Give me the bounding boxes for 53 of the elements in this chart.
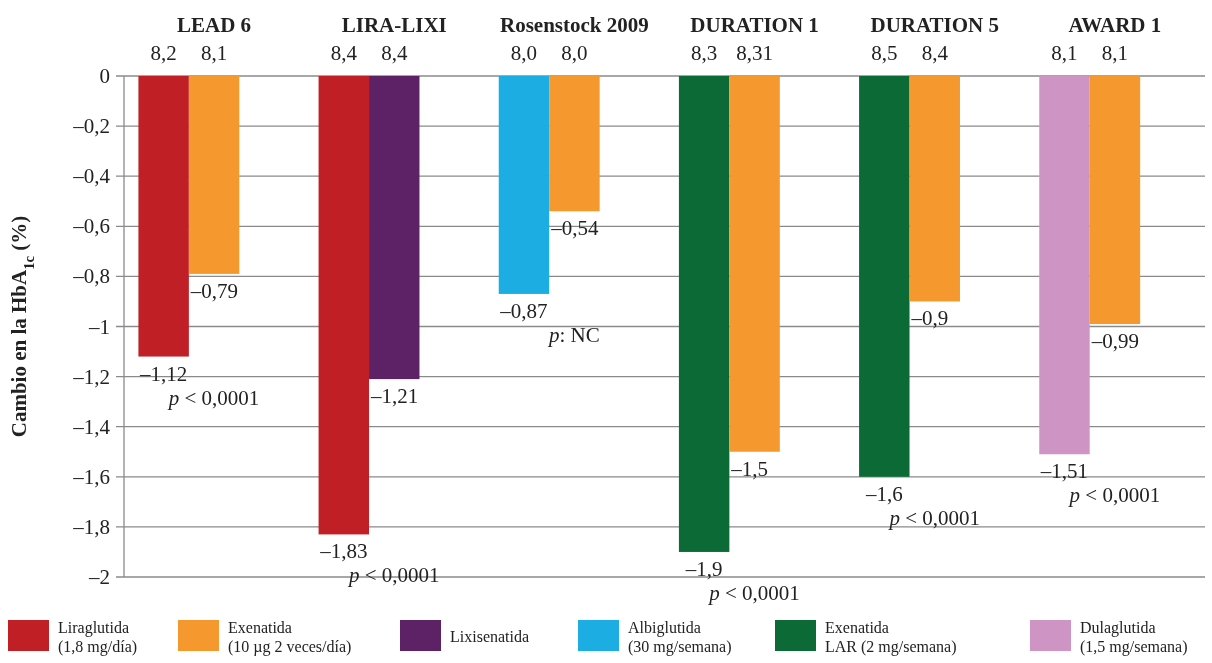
- x-tick-label: DURATION 1: [690, 13, 819, 37]
- x-tick-label: Rosenstock 2009: [500, 13, 649, 37]
- text: p < 0,0001: [707, 580, 800, 605]
- legend-label: Exenatida (10 µg 2 veces/día): [228, 619, 352, 656]
- annotation: p < 0,0001: [166, 385, 260, 410]
- data-label: –1,21: [370, 384, 419, 409]
- annotation: 8,4: [921, 41, 949, 65]
- x-tick-label: LIRA-LIXI: [341, 13, 447, 37]
- data-label: –1,83: [319, 539, 368, 564]
- annotation: 8,2: [150, 41, 177, 65]
- annotation: p < 0,0001: [346, 563, 440, 588]
- data-label: –1,6: [864, 481, 903, 506]
- legend-label: Exenatida LAR (2 mg/semana): [825, 619, 957, 656]
- y-tick-label: –1,8: [72, 514, 110, 539]
- annotation: 8,4: [330, 41, 358, 65]
- y-tick-label: 0: [99, 64, 110, 88]
- annotation: p: NC: [547, 322, 600, 347]
- data-label: –0,99: [1090, 328, 1139, 353]
- annotation: 8,1: [1101, 41, 1129, 65]
- data-label: –1,5: [730, 456, 769, 481]
- annotation: 8,1: [1051, 41, 1078, 65]
- data-label: –0,79: [189, 278, 239, 303]
- data-label: –0,9: [910, 306, 949, 331]
- y-tick-label: –1,2: [72, 364, 110, 389]
- x-tick-label: AWARD 1: [1068, 13, 1162, 37]
- annotation: 8,4: [381, 41, 408, 65]
- annotation: 8,5: [871, 41, 898, 65]
- annotation: 8,0: [510, 41, 538, 65]
- y-tick-label: –1,6: [72, 464, 110, 489]
- annotation: 8,1: [200, 41, 228, 65]
- data-label: –1,12: [139, 361, 188, 386]
- y-tick-label: –0,8: [72, 264, 110, 289]
- data-label: –1,9: [684, 556, 723, 581]
- x-tick-label: LEAD 6: [177, 13, 252, 37]
- annotation: p < 0,0001: [887, 505, 981, 530]
- annotation: 8,31: [736, 41, 773, 65]
- x-tick-label: DURATION 5: [870, 13, 1000, 37]
- y-tick-label: –0,2: [72, 114, 110, 139]
- y-tick-label: –0,4: [72, 164, 111, 189]
- legend-label: Dulaglutida (1,5 mg/semana): [1080, 619, 1188, 656]
- data-label: –1,51: [1039, 459, 1089, 484]
- data-label: –0,54: [550, 216, 599, 241]
- annotation: p < 0,0001: [1067, 483, 1161, 508]
- annotation: 8,0: [561, 41, 588, 65]
- legend-label: Lixisenatida: [450, 628, 530, 645]
- legend-label: Albiglutida (30 mg/semana): [628, 619, 732, 656]
- data-label: –0,87: [499, 298, 548, 323]
- annotation: 8,3: [691, 41, 718, 65]
- legend-label: Liraglutida (1,8 mg/día): [58, 619, 138, 656]
- y-tick-label: –0,6: [72, 214, 110, 239]
- y-tick-label: –2: [88, 565, 110, 589]
- y-tick-label: –1,4: [72, 414, 111, 439]
- y-tick-label: –1: [88, 314, 110, 339]
